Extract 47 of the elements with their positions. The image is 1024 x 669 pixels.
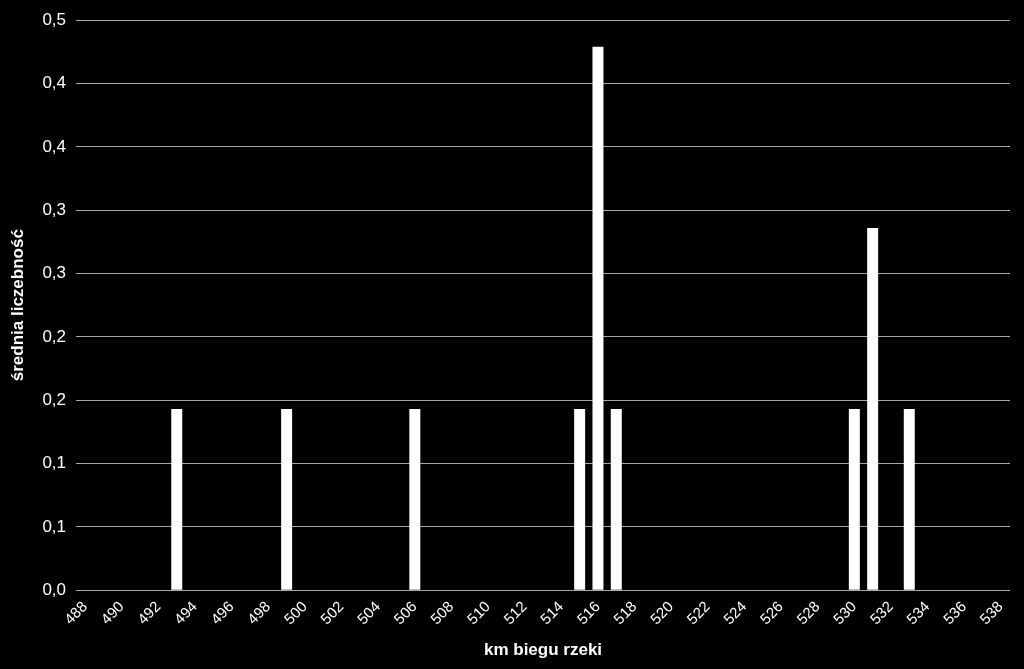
bar <box>610 409 622 590</box>
x-tick-label: 494 <box>170 597 201 628</box>
x-tick-label: 514 <box>536 597 567 628</box>
y-tick-label: 0,0 <box>42 579 67 599</box>
bar <box>171 409 183 590</box>
x-tick-label: 520 <box>646 597 677 628</box>
y-tick-label: 0,3 <box>42 199 67 219</box>
y-axis-title: średnia liczebność <box>7 229 27 382</box>
y-tick-label: 0,3 <box>42 263 67 283</box>
x-tick-label: 508 <box>426 597 457 628</box>
bar <box>281 409 293 590</box>
y-tick-label: 0,2 <box>42 326 67 346</box>
x-tick-label: 522 <box>683 597 713 628</box>
x-tick-label: 490 <box>97 597 127 628</box>
bar <box>903 409 915 590</box>
x-tick-label: 500 <box>280 597 310 628</box>
x-tick-label: 538 <box>976 597 1006 628</box>
bar <box>592 46 604 590</box>
x-tick-label: 502 <box>316 597 347 628</box>
x-tick-label: 532 <box>866 597 897 628</box>
y-tick-label: 0,4 <box>42 73 67 93</box>
y-tick-label: 0,2 <box>42 389 67 409</box>
x-tick-label: 512 <box>500 597 530 628</box>
y-tick-label: 0,5 <box>42 9 67 29</box>
x-tick-label: 498 <box>243 597 274 628</box>
x-tick-label: 528 <box>793 597 823 628</box>
x-tick-label: 488 <box>60 597 91 628</box>
x-axis-title: km biegu rzeki <box>483 640 603 660</box>
bar <box>574 409 586 590</box>
y-tick-label: 0,1 <box>42 516 67 536</box>
y-tick-label: 0,1 <box>42 453 67 473</box>
x-tick-label: 504 <box>353 597 384 628</box>
x-tick-label: 510 <box>463 597 494 628</box>
x-tick-label: 516 <box>573 597 603 628</box>
x-tick-label: 534 <box>902 597 933 628</box>
bar <box>848 409 860 590</box>
x-tick-label: 526 <box>756 597 787 628</box>
y-tick-label: 0,4 <box>42 136 67 156</box>
bar <box>867 227 879 590</box>
x-tick-label: 536 <box>939 597 970 628</box>
x-tick-label: 496 <box>207 597 237 628</box>
bar <box>409 409 421 590</box>
x-tick-label: 506 <box>390 597 420 628</box>
x-tick-label: 518 <box>609 597 640 628</box>
x-tick-label: 492 <box>133 597 164 628</box>
x-tick-label: 530 <box>829 597 860 628</box>
x-tick-label: 524 <box>719 597 750 628</box>
